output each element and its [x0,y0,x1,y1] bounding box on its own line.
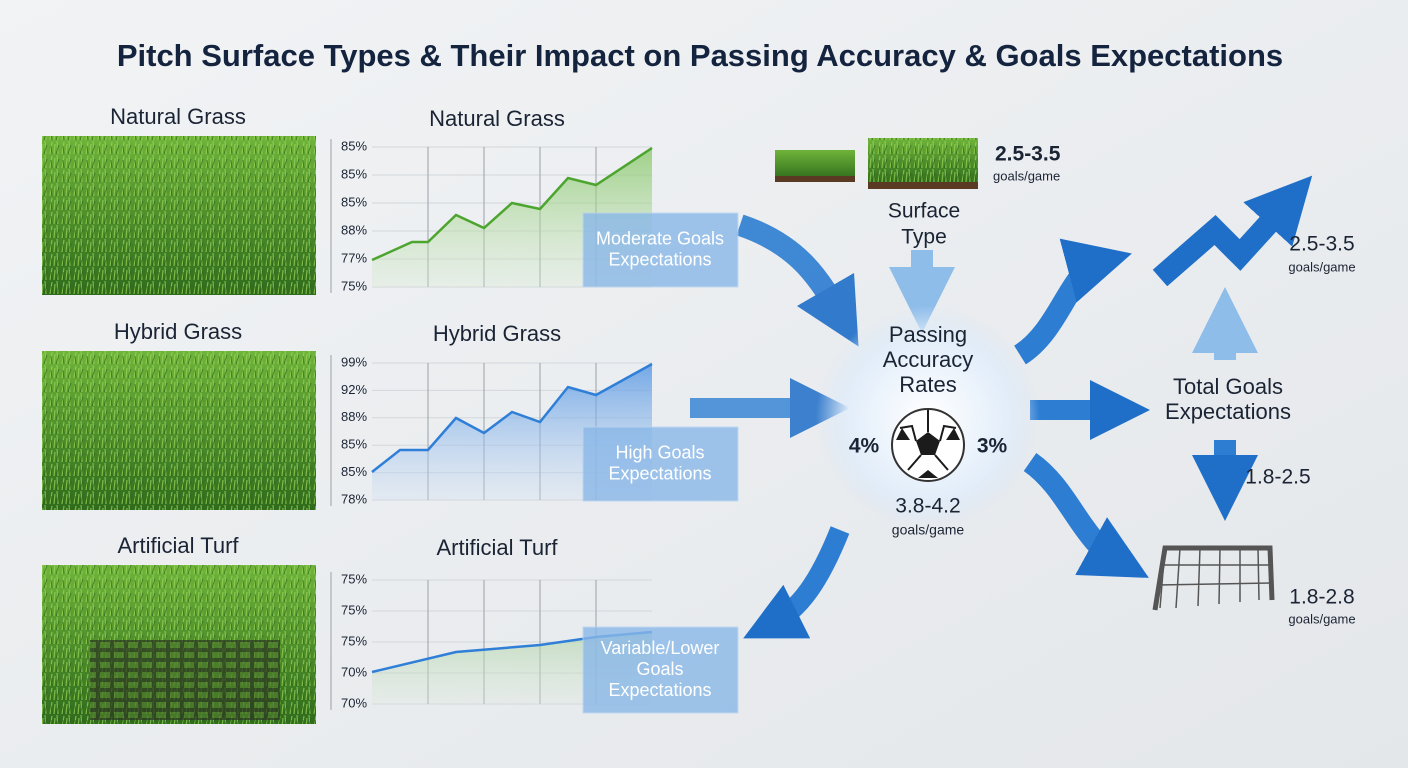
y-label: 85% [341,166,367,181]
chart-title: Hybrid Grass [433,321,561,346]
callout-text: Goals [636,659,683,679]
callout-text: Expectations [608,463,711,483]
turf-soil [775,176,855,182]
surface-texture [42,351,316,510]
callout-text: Expectations [608,249,711,269]
y-label: 75% [341,571,367,586]
y-label: 85% [341,194,367,209]
unit: goals/game [1288,259,1355,274]
label: Accuracy [883,347,973,372]
y-label: 70% [341,664,367,679]
label: Total Goals [1173,374,1283,399]
callout-text: Variable/Lower [601,638,720,658]
y-label: 88% [341,409,367,424]
callout-text: High Goals [615,442,704,462]
label: Rates [899,372,956,397]
y-label: 75% [341,602,367,617]
turf-mesh [90,640,280,720]
arrow [736,214,859,347]
flow-arrows [690,175,1313,639]
callout-text: Expectations [608,680,711,700]
unit: goals/game [993,168,1060,183]
label: Type [901,226,947,249]
y-label: 77% [341,250,367,265]
chart-area [372,632,652,704]
y-label: 92% [341,382,367,397]
y-label: 99% [341,354,367,369]
label: Expectations [1165,399,1291,424]
surface-label: Natural Grass [110,104,246,129]
arrow [1013,238,1132,365]
label: Surface [888,200,960,223]
value: 3% [977,435,1008,458]
turf-texture [868,138,978,184]
title: Pitch Surface Types & Their Impact on Pa… [117,38,1283,73]
turf-soil [868,182,978,189]
y-label: 85% [341,464,367,479]
callout [582,426,739,502]
callout-text: Moderate Goals [596,228,724,248]
range: 1.8-2.5 [1245,466,1310,489]
unit: goals/game [892,522,965,538]
y-label: 78% [341,491,367,506]
chart-area [372,364,652,500]
surface-panels: Natural Grass Natural Grass 85% 85% 85% 88% 77… [42,104,739,724]
surface-texture [42,136,316,295]
callout [582,626,739,714]
label: Passing [889,322,967,347]
chart-line [371,362,653,473]
y-label: 70% [341,695,367,710]
chart-title: Artificial Turf [436,535,558,560]
y-label: 75% [341,278,367,293]
chart-title: Natural Grass [429,106,565,131]
arrow [743,526,850,639]
ball [891,408,965,482]
range: 1.8-2.8 [1289,586,1354,609]
y-label: 85% [341,138,367,153]
y-label: 85% [341,437,367,452]
y-label: 88% [341,222,367,237]
y-label: 75% [341,633,367,648]
arrow [1023,452,1149,578]
surface-label: Hybrid Grass [114,319,242,344]
turf-icon [775,150,855,180]
range: 2.5-3.5 [1289,233,1354,256]
surface-label: Artificial Turf [117,533,239,558]
chart-line [371,146,653,262]
goal-icon [1152,545,1275,611]
value: 4% [849,435,880,458]
range: 3.8-4.2 [895,495,960,518]
trend-arrow [1152,175,1313,287]
callout [582,212,739,288]
range: 2.5-3.5 [995,143,1061,166]
unit: goals/game [1288,611,1355,626]
